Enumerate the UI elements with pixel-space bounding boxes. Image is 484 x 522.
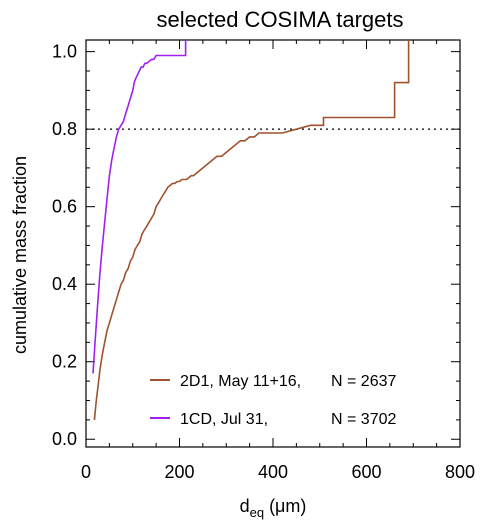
legend: 2D1, May 11+16, N = 2637 1CD, Jul 31, N …	[150, 373, 396, 428]
series-line-2d1	[93, 40, 410, 420]
legend-label-2d1: 2D1, May 11+16,	[180, 373, 301, 390]
y-tick-label: 0.2	[52, 352, 77, 372]
x-tick-label: 800	[445, 462, 475, 482]
y-tick-label: 0.4	[52, 274, 77, 294]
legend-label-1cd: 1CD, Jul 31,	[180, 411, 268, 428]
legend-count-2d1: N = 2637	[331, 373, 396, 390]
x-tick-label: 0	[81, 462, 91, 482]
y-tick-label: 0.8	[52, 119, 77, 139]
x-axis-label: deq (μm)	[240, 496, 307, 520]
x-axis-label-unit: (μm)	[269, 496, 306, 516]
x-axis-label-subscript: eq	[250, 505, 264, 520]
chart-title: selected COSIMA targets	[157, 7, 404, 32]
y-tick-label: 0.6	[52, 197, 77, 217]
x-tick-label: 400	[258, 462, 288, 482]
series-layer	[92, 40, 410, 420]
y-axis-label: cumulative mass fraction	[10, 156, 30, 354]
series-line-1cd	[92, 40, 187, 374]
x-tick-label: 200	[164, 462, 194, 482]
y-tick-label: 1.0	[52, 42, 77, 62]
ticks-layer: 0 200 400 600 800 0.0 0.2 0.4 0.6 0.8 1.0	[52, 40, 475, 482]
x-axis-label-main: d	[240, 496, 250, 516]
legend-count-1cd: N = 3702	[331, 411, 396, 428]
x-tick-label: 600	[351, 462, 381, 482]
y-tick-label: 0.0	[52, 429, 77, 449]
